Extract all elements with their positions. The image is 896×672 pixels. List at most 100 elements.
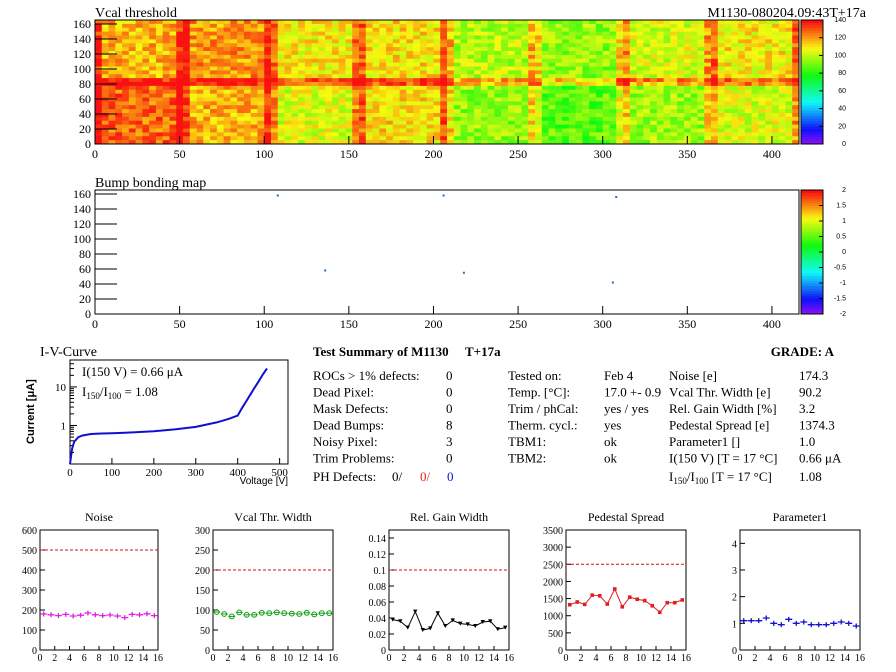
- vcal-cell: [277, 23, 285, 29]
- vcal-cell: [460, 20, 468, 25]
- vcal-cell: [189, 43, 197, 48]
- vcal-cell: [210, 43, 218, 48]
- vcal-cell: [467, 132, 475, 137]
- vcal-cell: [95, 31, 103, 36]
- vcal-cell: [555, 113, 563, 118]
- vcal-cell: [101, 113, 109, 118]
- vcal-cell: [447, 116, 455, 122]
- vcal-cell: [595, 105, 604, 110]
- vcal-cell: [731, 97, 739, 102]
- vcal-cell: [419, 74, 428, 79]
- vcal-cell: [480, 39, 489, 44]
- vcal-cell: [541, 97, 549, 102]
- bump-palette-color-step: [801, 241, 823, 245]
- vcal-cell: [656, 31, 665, 36]
- vcal-cell: [311, 35, 319, 40]
- roc-plot-point: [390, 617, 395, 622]
- vcal-cell: [656, 120, 665, 126]
- vcal-cell: [392, 23, 401, 29]
- vcal-cell: [183, 132, 191, 137]
- vcal-cell: [447, 93, 455, 98]
- vcal-cell: [413, 74, 421, 79]
- vcal-cell: [474, 58, 482, 64]
- vcal-cell: [291, 39, 299, 44]
- vcal-cell: [230, 101, 238, 106]
- vcal-cell: [487, 116, 495, 122]
- vcal-cell: [210, 116, 218, 122]
- vcal-cell: [176, 20, 184, 25]
- roc-plot-point: [755, 618, 763, 624]
- ph-defects-value-2: 0/: [420, 469, 431, 484]
- bump-palette-color-step: [801, 308, 823, 312]
- vcal-cell: [514, 132, 522, 137]
- vcal-cell: [765, 35, 773, 40]
- vcal-cell: [135, 27, 143, 33]
- vcal-cell: [142, 78, 150, 83]
- vcal-cell: [704, 70, 712, 75]
- vcal-cell: [386, 51, 394, 56]
- vcal-cell: [697, 51, 705, 56]
- vcal-cell: [683, 51, 692, 56]
- vcal-cell: [650, 101, 658, 106]
- vcal-cell: [541, 74, 549, 79]
- vcal-cell: [650, 20, 658, 25]
- bump-palette-color-step: [801, 254, 823, 258]
- vcal-cell: [155, 105, 164, 110]
- vcal-cell: [480, 31, 489, 36]
- vcal-cell: [243, 136, 252, 141]
- vcal-cell: [663, 101, 671, 106]
- vcal-cell: [650, 35, 658, 40]
- vcal-cell: [541, 109, 549, 114]
- iv-series-line: [69, 367, 268, 465]
- vcal-cell: [419, 62, 428, 67]
- roc-plot-point: [113, 613, 121, 619]
- vcal-cell: [230, 39, 238, 44]
- roc-plot-x-tick-label: 10: [636, 653, 646, 664]
- vcal-cell: [203, 62, 211, 67]
- vcal-cell: [616, 124, 624, 129]
- vcal-palette-color-step: [801, 94, 823, 98]
- vcal-cell: [589, 124, 597, 129]
- summary-left-label: Dead Bumps:: [313, 418, 384, 433]
- roc-plot-x-tick-label: 16: [328, 653, 338, 664]
- vcal-cell: [115, 82, 123, 87]
- vcal-cell: [474, 89, 482, 95]
- vcal-cell: [298, 23, 306, 29]
- vcal-cell: [271, 97, 279, 102]
- vcal-cell: [243, 140, 252, 145]
- vcal-cell: [115, 47, 123, 52]
- vcal-cell: [162, 97, 170, 102]
- vcal-cell: [738, 140, 746, 145]
- vcal-cell: [467, 85, 475, 91]
- vcal-cell: [128, 109, 137, 114]
- vcal-cell: [345, 97, 353, 102]
- vcal-cell: [304, 74, 313, 79]
- vcal-cell: [474, 78, 482, 83]
- vcal-cell: [284, 47, 292, 52]
- vcal-cell: [731, 58, 739, 64]
- vcal-cell: [541, 39, 549, 44]
- vcal-cell: [697, 62, 705, 67]
- roc-plot-point: [740, 618, 748, 624]
- vcal-cell: [183, 82, 191, 87]
- vcal-cell: [142, 120, 150, 126]
- vcal-cell: [440, 43, 448, 48]
- vcal-cell: [440, 31, 448, 36]
- vcal-cell: [183, 85, 191, 91]
- vcal-cell: [372, 54, 380, 60]
- vcal-cell: [636, 39, 644, 44]
- vcal-cell: [433, 54, 441, 60]
- vcal-cell: [609, 20, 617, 25]
- vcal-cell: [663, 113, 671, 118]
- vcal-cell: [426, 78, 434, 83]
- vcal-cell: [338, 54, 346, 60]
- vcal-cell: [521, 70, 529, 75]
- vcal-cell: [751, 97, 759, 102]
- vcal-cell: [616, 78, 624, 83]
- vcal-cell: [406, 20, 414, 25]
- vcal-cell: [230, 136, 238, 141]
- vcal-cell: [697, 128, 705, 133]
- vcal-cell: [785, 85, 793, 91]
- vcal-cell: [636, 31, 644, 36]
